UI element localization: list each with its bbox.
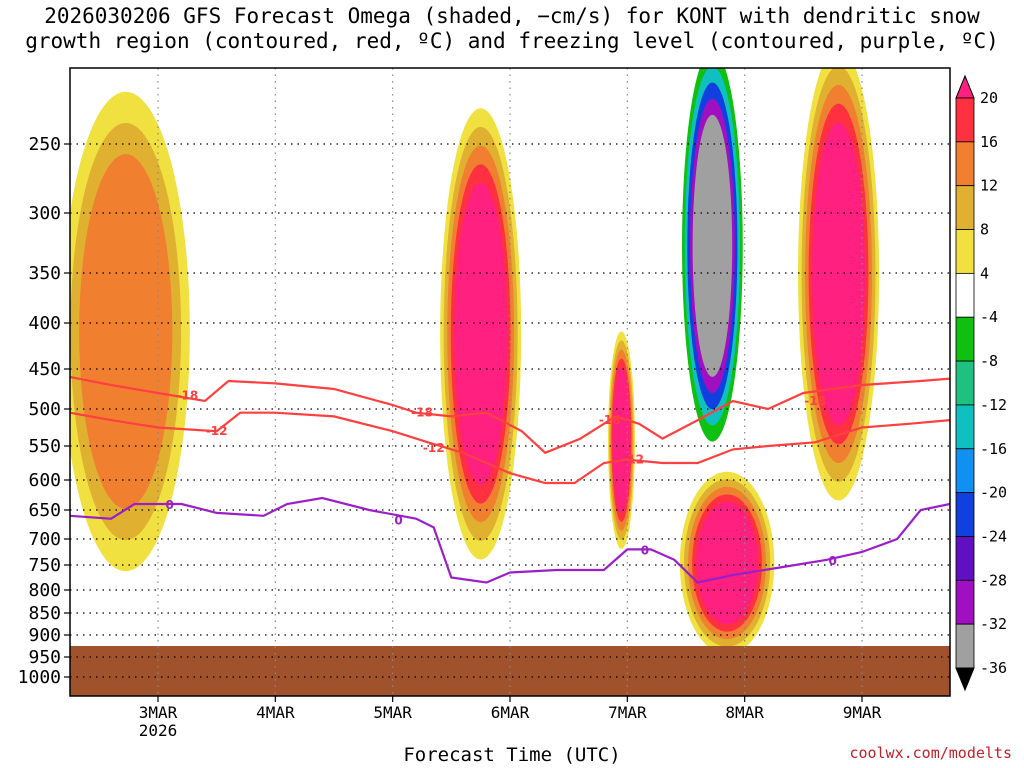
colorbar-label-16: 16 [980, 133, 998, 151]
y-tick-label-350: 350 [28, 263, 61, 284]
colorbar-label--20: -20 [980, 484, 1007, 502]
colorbar-label--8: -8 [980, 352, 998, 370]
colorbar-segment-11 [955, 536, 975, 581]
colorbar-segment-12 [955, 579, 975, 625]
contour--12C [70, 411, 950, 485]
colorbar-segment-8 [955, 404, 975, 450]
x-tick-label-7MAR: 7MAR [608, 703, 647, 722]
y-tick-label-650: 650 [28, 500, 61, 521]
grid-lines [70, 68, 950, 696]
contour-label-0: -18 [176, 388, 198, 402]
contour-label-7: -12 [622, 453, 644, 467]
colorbar-segment-10 [955, 492, 975, 537]
y-tick-label-300: 300 [28, 203, 61, 224]
contour-label-10: 0 [828, 554, 836, 568]
x-tick-label-4MAR: 4MAR [256, 703, 295, 722]
colorbar-segment-4 [955, 229, 975, 274]
chart-title: 2026030206 GFS Forecast Omega (shaded, −… [0, 4, 1024, 54]
colorbar-segment-2 [955, 141, 975, 187]
contour-label-2: 0 [166, 498, 174, 512]
y-tick-label-850: 850 [28, 603, 61, 624]
credit-text: coolwx.com/modelts [849, 744, 1012, 762]
omega-region-rise-9mar-4 [812, 122, 865, 426]
colorbar-segment-6 [955, 316, 975, 362]
y-tick-label-800: 800 [28, 580, 61, 601]
colorbar-label-4: 4 [980, 264, 989, 282]
contour-label-6: -18 [599, 413, 621, 427]
colorbar-label--28: -28 [980, 571, 1007, 589]
chart-title-line-2: growth region (contoured, red, ºC) and f… [25, 29, 999, 53]
contour-label-1: -12 [206, 424, 228, 438]
colorbar-top-arrow [955, 74, 975, 99]
colorbar-label-8: 8 [980, 221, 989, 239]
temperature-contours [70, 375, 950, 584]
contour-label-9: -18 [804, 394, 826, 408]
colorbar-label--24: -24 [980, 527, 1007, 545]
x-axis-title: Forecast Time (UTC) [403, 744, 621, 766]
y-tick-label-500: 500 [28, 399, 61, 420]
omega-region-plume-5mar-4 [454, 182, 508, 485]
omega-region-morning-rise-3mar-2 [79, 154, 173, 509]
colorbar-label--12: -12 [980, 396, 1007, 414]
x-tick-label-3MAR: 3MAR [139, 703, 178, 722]
contour--18C [70, 375, 950, 455]
x-tick-label-5MAR: 5MAR [373, 703, 412, 722]
y-tick-label-450: 450 [28, 359, 61, 380]
colorbar-label-12: 12 [980, 177, 998, 195]
x-tick-sublabel-3MAR: 2026 [139, 721, 178, 740]
colorbar-label--16: -16 [980, 440, 1007, 458]
y-tick-label-750: 750 [28, 555, 61, 576]
colorbar-segment-7 [955, 360, 975, 406]
colorbar-label-20: 20 [980, 89, 998, 107]
contour-label-4: -12 [423, 441, 445, 455]
x-tick-label-8MAR: 8MAR [725, 703, 764, 722]
colorbar-segment-9 [955, 448, 975, 494]
y-tick-label-1000: 1000 [18, 667, 61, 688]
colorbar-label--32: -32 [980, 615, 1007, 633]
colorbar-segment-13 [955, 623, 975, 669]
x-tick-label-9MAR: 9MAR [843, 703, 882, 722]
contour-0C [70, 496, 950, 584]
colorbar-segment-5 [955, 272, 975, 318]
colorbar-label--36: -36 [980, 659, 1007, 677]
omega-region-plume-7mar-4 [612, 367, 631, 513]
contour-label-3: -18 [411, 406, 433, 420]
y-axis: 2503003504004505005506006507007508008509… [18, 134, 70, 688]
y-tick-label-400: 400 [28, 313, 61, 334]
contour-labels: -18 -12 0 -18 -12 0 -18 -12 0 -18 0 [166, 388, 837, 567]
colorbar-bottom-arrow [955, 667, 975, 692]
chart-title-line-1: 2026030206 GFS Forecast Omega (shaded, −… [44, 4, 980, 28]
y-tick-label-950: 950 [28, 647, 61, 668]
colorbar-segment-3 [955, 185, 975, 230]
y-tick-label-550: 550 [28, 436, 61, 457]
y-tick-label-250: 250 [28, 134, 61, 155]
omega-region-rise-lower-8mar-4 [696, 501, 758, 625]
x-tick-label-6MAR: 6MAR [491, 703, 530, 722]
y-tick-label-600: 600 [28, 470, 61, 491]
y-tick-label-700: 700 [28, 529, 61, 550]
omega-shading [70, 68, 880, 655]
colorbar: 20 16 12 8 4 -4 -8 -12 -16 -20 -24 -28 -32 -36 [955, 74, 1007, 692]
contour-label-8: 0 [641, 543, 649, 557]
y-tick-label-900: 900 [28, 625, 61, 646]
contour-label-5: 0 [394, 513, 402, 527]
colorbar-segment-1 [955, 97, 975, 143]
colorbar-label--4: -4 [980, 308, 998, 326]
omega-region-sink-7-8mar-4 [692, 114, 733, 377]
